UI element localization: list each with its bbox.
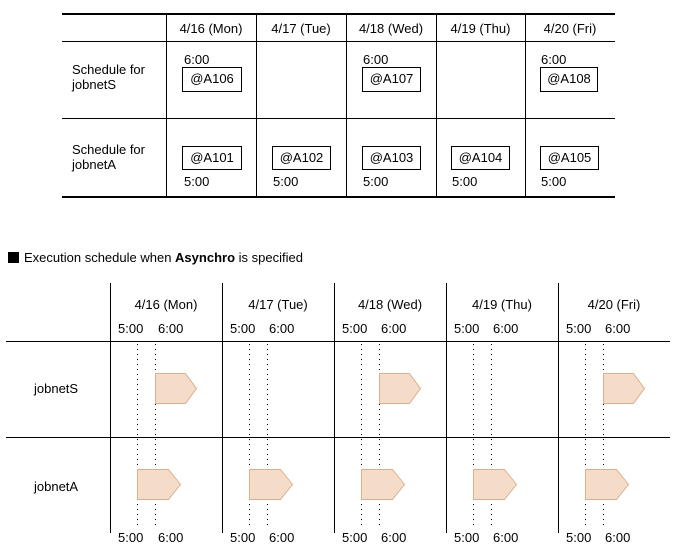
timeline-col-divider — [558, 283, 559, 533]
table-col-divider — [256, 14, 257, 197]
execution-arrow — [585, 469, 630, 500]
schedule-id-box: @A102 — [272, 146, 331, 170]
timeline-row-label: jobnetA — [34, 479, 79, 494]
schedule-time: 6:00 — [363, 52, 389, 67]
timeline-col-divider — [110, 283, 111, 533]
execution-arrow — [155, 373, 198, 404]
time-label-5: 5:00 — [566, 530, 592, 545]
time-label-5: 5:00 — [230, 530, 256, 545]
table-bottom-border — [62, 196, 615, 198]
timeline-day-header: 4/20 (Fri) — [587, 297, 641, 312]
time-label-5: 5:00 — [342, 321, 368, 336]
execution-arrow — [249, 469, 294, 500]
caption-prefix: Execution schedule when — [24, 250, 176, 265]
timeline-day-header: 4/16 (Mon) — [134, 297, 198, 312]
timeline-row-divider — [6, 437, 670, 438]
execution-arrow — [361, 469, 406, 500]
time-label-6: 6:00 — [381, 321, 407, 336]
table-header-divider — [62, 41, 615, 42]
schedule-id-box: @A103 — [362, 146, 421, 170]
table-day-header: 4/18 (Wed) — [358, 21, 424, 36]
timeline-col-divider — [446, 283, 447, 533]
schedule-time: 5:00 — [452, 174, 478, 189]
time-label-6: 6:00 — [493, 321, 519, 336]
execution-arrow — [473, 469, 518, 500]
timeline-day-header: 4/17 (Tue) — [248, 297, 308, 312]
time-label-5: 5:00 — [454, 530, 480, 545]
timeline-row-label: jobnetS — [34, 381, 79, 396]
time-label-6: 6:00 — [605, 530, 631, 545]
time-label-5: 5:00 — [118, 530, 144, 545]
bullet-square-icon — [8, 252, 19, 263]
caption-bold: Asynchro — [175, 250, 236, 265]
schedule-id-box: @A101 — [182, 146, 242, 170]
schedule-time: 5:00 — [541, 174, 567, 189]
table-top-border — [62, 13, 615, 15]
row-label-line2: jobnetA — [72, 157, 117, 172]
row-label-line2: jobnetS — [72, 77, 117, 92]
time-label-5: 5:00 — [230, 321, 256, 336]
timeline-col-divider — [222, 283, 223, 533]
caption-suffix: is specified — [235, 250, 303, 265]
row-label-line1: Schedule for — [72, 142, 145, 157]
execution-arrow — [379, 373, 422, 404]
time-label-5: 5:00 — [566, 321, 592, 336]
schedule-time: 6:00 — [184, 52, 210, 67]
row-label-line1: Schedule for — [72, 62, 145, 77]
table-col-divider — [166, 14, 167, 197]
schedule-time: 5:00 — [273, 174, 299, 189]
execution-arrow — [137, 469, 182, 500]
table-day-header: 4/19 (Thu) — [450, 21, 511, 36]
time-label-5: 5:00 — [454, 321, 480, 336]
section-caption: Execution schedule when Asynchro is spec… — [8, 250, 303, 266]
timeline-col-divider — [334, 283, 335, 533]
schedule-id-box: @A105 — [540, 146, 599, 170]
timeline-day-header: 4/18 (Wed) — [357, 297, 423, 312]
time-label-6: 6:00 — [158, 321, 184, 336]
table-row-divider — [62, 118, 615, 119]
table-col-divider — [525, 14, 526, 197]
timeline-day-header: 4/19 (Thu) — [472, 297, 532, 312]
schedule-time: 6:00 — [541, 52, 567, 67]
time-label-6: 6:00 — [158, 530, 184, 545]
schedule-time: 5:00 — [363, 174, 389, 189]
time-label-6: 6:00 — [493, 530, 519, 545]
timeline-row-divider — [6, 341, 670, 342]
schedule-id-box: @A104 — [451, 146, 510, 170]
time-label-6: 6:00 — [381, 530, 407, 545]
table-col-divider — [346, 14, 347, 197]
time-label-5: 5:00 — [342, 530, 368, 545]
time-label-6: 6:00 — [269, 530, 295, 545]
schedule-id-box: @A108 — [540, 67, 598, 92]
time-label-5: 5:00 — [118, 321, 144, 336]
schedule-time: 5:00 — [184, 174, 210, 189]
table-day-header: 4/16 (Mon) — [179, 21, 243, 36]
table-day-header: 4/20 (Fri) — [543, 21, 597, 36]
schedule-id-box: @A107 — [362, 67, 421, 92]
execution-arrow — [603, 373, 646, 404]
table-col-divider — [436, 14, 437, 197]
time-label-6: 6:00 — [605, 321, 631, 336]
time-label-6: 6:00 — [269, 321, 295, 336]
table-day-header: 4/17 (Tue) — [271, 21, 331, 36]
schedule-id-box: @A106 — [182, 67, 242, 92]
